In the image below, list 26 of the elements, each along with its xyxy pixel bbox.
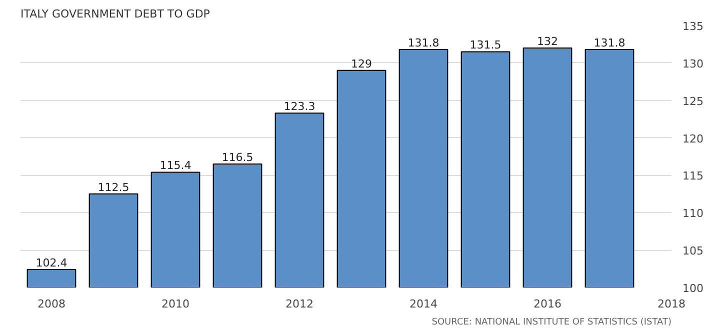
x-tick-label: 2008 (38, 298, 66, 310)
y-tick-label: 135 (682, 20, 704, 33)
y-tick-label: 110 (682, 207, 704, 220)
chart-title: ITALY GOVERNMENT DEBT TO GDP (20, 8, 210, 20)
data-label: 131.5 (470, 38, 502, 52)
y-tick-label: 100 (682, 282, 704, 295)
data-label: 116.5 (222, 150, 254, 164)
data-label: 123.3 (284, 100, 316, 114)
data-label: 132 (537, 34, 558, 48)
data-label: 129 (351, 57, 372, 70)
x-tick-label: 2012 (286, 298, 314, 310)
data-label: 112.5 (98, 180, 130, 194)
y-tick-label: 105 (682, 244, 704, 258)
source-note: SOURCE: NATIONAL INSTITUTE OF STATISTICS (ISTAT) (432, 318, 672, 328)
y-tick-label: 130 (682, 57, 704, 70)
data-label: 102.4 (36, 256, 68, 270)
x-tick-label: 2014 (410, 298, 438, 310)
data-label: 115.4 (160, 159, 192, 172)
x-tick-label: 2016 (534, 298, 562, 310)
y-tick-label: 120 (682, 132, 704, 146)
x-tick-label: 2018 (658, 298, 686, 310)
x-tick-label: 2010 (162, 298, 190, 310)
y-tick-label: 125 (682, 94, 704, 108)
data-label: 131.8 (594, 36, 626, 50)
data-label: 131.8 (408, 36, 440, 50)
y-tick-label: 115 (682, 170, 704, 183)
